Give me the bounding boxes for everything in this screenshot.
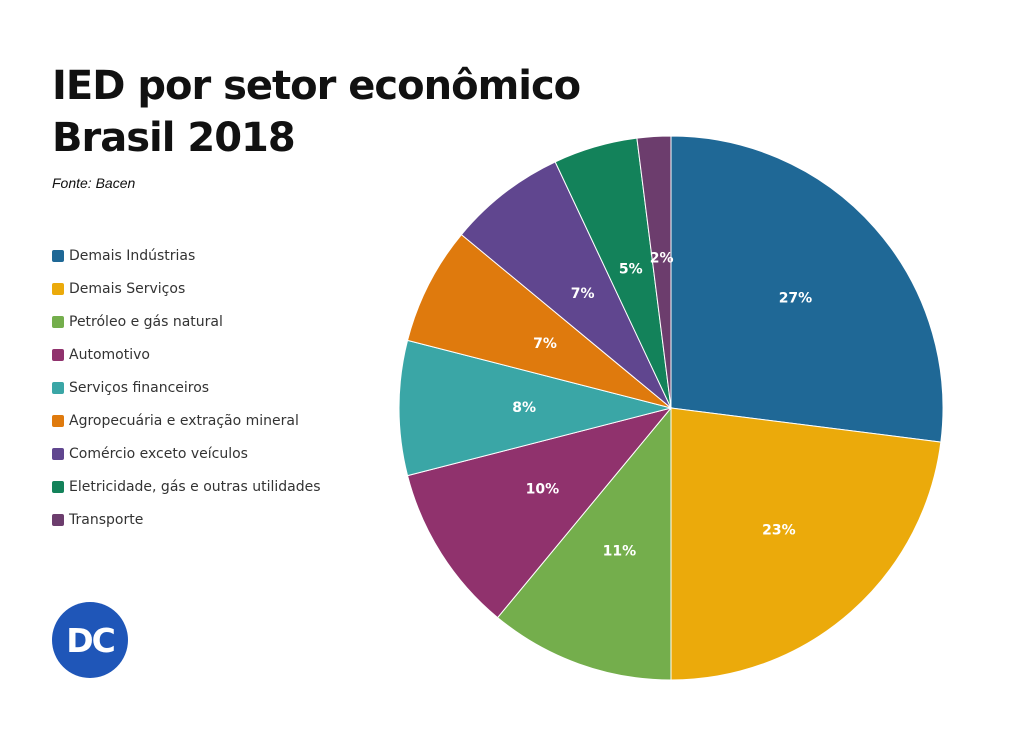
legend-item: Comércio exceto veículos	[52, 443, 321, 465]
legend-swatch	[52, 316, 64, 328]
legend-swatch	[52, 250, 64, 262]
chart-title-line-1: IED por setor econômico	[52, 63, 581, 109]
chart-title: IED por setor econômico Brasil 2018	[52, 60, 581, 164]
legend-swatch	[52, 382, 64, 394]
legend-swatch	[52, 448, 64, 460]
legend-label: Eletricidade, gás e outras utilidades	[69, 479, 321, 495]
legend-label: Transporte	[69, 512, 144, 528]
pie-slice	[670, 407, 942, 681]
chart-source: Fonte: Bacen	[52, 175, 136, 191]
legend-item: Agropecuária e extração mineral	[52, 410, 321, 432]
legend-label: Serviços financeiros	[69, 380, 210, 396]
pie-slice-label: 5%	[619, 262, 643, 278]
logo-text: DC	[66, 620, 116, 660]
chart-legend: Demais Indústrias Demais Serviços Petróleo…	[52, 245, 321, 542]
legend-swatch	[52, 415, 64, 427]
legend-item: Serviços financeiros	[52, 377, 321, 399]
legend-label: Agropecuária e extração mineral	[69, 413, 299, 429]
pie-slice-label: 10%	[526, 482, 560, 498]
pie-slice-label: 23%	[762, 522, 796, 538]
pie-slice	[398, 339, 672, 477]
legend-swatch	[52, 514, 64, 526]
chart-title-line-2: Brasil 2018	[52, 115, 296, 161]
legend-swatch	[52, 481, 64, 493]
legend-label: Comércio exceto veículos	[69, 446, 248, 462]
legend-item: Transporte	[52, 509, 321, 531]
pie-slice-label: 27%	[779, 290, 813, 306]
pie-slice	[496, 406, 672, 681]
legend-item: Demais Serviços	[52, 278, 321, 300]
legend-swatch	[52, 283, 64, 295]
legend-label: Petróleo e gás natural	[69, 314, 223, 330]
legend-item: Eletricidade, gás e outras utilidades	[52, 476, 321, 498]
pie-slice	[406, 407, 673, 619]
pie-slice	[636, 135, 672, 409]
pie-slice	[406, 233, 672, 409]
legend-item: Demais Indústrias	[52, 245, 321, 267]
legend-label: Demais Serviços	[69, 281, 186, 297]
legend-item: Automotivo	[52, 344, 321, 366]
pie-slice-label: 11%	[603, 543, 637, 559]
pie-slice	[670, 135, 944, 443]
legend-item: Petróleo e gás natural	[52, 311, 321, 333]
pie-slice-label: 7%	[533, 336, 557, 352]
legend-label: Automotivo	[69, 347, 150, 363]
legend-label: Demais Indústrias	[69, 248, 196, 264]
dc-logo: DC	[52, 602, 128, 678]
pie-slice-label: 2%	[650, 251, 674, 267]
pie-slice-label: 8%	[512, 400, 536, 416]
pie-slice-label: 7%	[571, 286, 595, 302]
pie-slice	[460, 161, 672, 409]
legend-swatch	[52, 349, 64, 361]
